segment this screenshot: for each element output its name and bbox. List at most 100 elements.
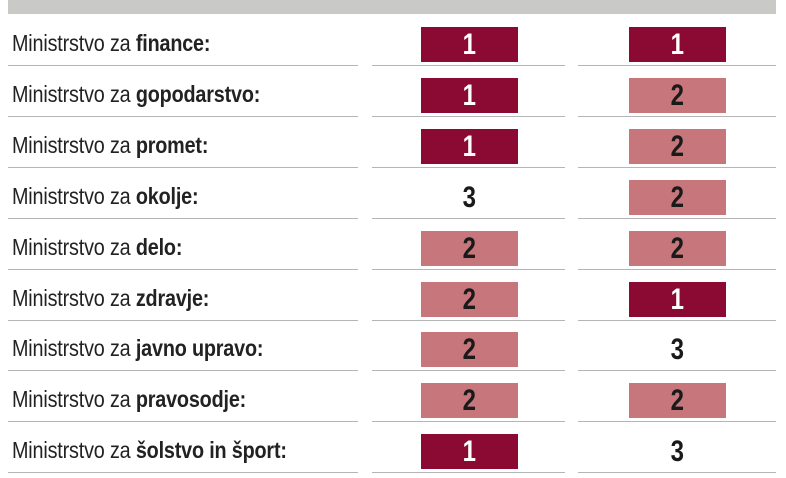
rating-value: 2 <box>462 282 477 316</box>
row-label: Ministrstvo za javno upravo: <box>12 335 263 362</box>
ministry-name: finance: <box>135 30 211 56</box>
table-row: Ministrstvo za javno upravo: 2 3 <box>0 325 786 376</box>
rating-value: 2 <box>670 180 685 214</box>
rating-cell: 2 <box>629 128 726 164</box>
row-separator <box>372 268 565 270</box>
table-row: Ministrstvo za finance: 1 1 <box>0 20 786 71</box>
row-separator <box>372 370 565 372</box>
rating-value: 3 <box>670 333 685 367</box>
row-separator <box>578 65 776 66</box>
row-separator <box>8 166 358 168</box>
row-label: Ministrstvo za šolstvo in šport: <box>12 437 287 464</box>
rating-cell: 1 <box>421 434 518 470</box>
rating-cell: 2 <box>629 383 726 419</box>
ministry-name: okolje: <box>135 182 199 209</box>
row-separator <box>578 319 776 321</box>
ministry-name: promet: <box>135 131 209 158</box>
label-prefix: Ministrstvo za <box>12 131 131 158</box>
rating-value: 1 <box>670 282 685 316</box>
label-prefix: Ministrstvo za <box>12 335 131 362</box>
rating-value: 2 <box>462 231 477 265</box>
ministry-name: delo: <box>135 233 183 260</box>
row-label: Ministrstvo za okolje: <box>12 182 199 210</box>
rating-cell: 1 <box>421 128 518 164</box>
table-row: Ministrstvo za promet: 1 2 <box>0 122 786 173</box>
rating-value: 3 <box>462 180 477 214</box>
row-separator <box>8 268 358 270</box>
row-separator <box>578 166 776 168</box>
row-label: Ministrstvo za gopodarstvo: <box>12 81 260 108</box>
row-separator <box>372 217 565 219</box>
row-separator <box>578 115 776 117</box>
row-separator <box>578 472 776 474</box>
rating-value: 1 <box>462 28 477 61</box>
rating-cell: 2 <box>421 230 518 266</box>
label-prefix: Ministrstvo za <box>12 437 131 464</box>
rating-value: 1 <box>462 129 477 163</box>
rating-cell: 1 <box>629 27 726 62</box>
row-label: Ministrstvo za zdravje: <box>12 285 209 312</box>
rating-value: 2 <box>462 333 477 367</box>
ministry-name: javno upravo: <box>135 335 264 362</box>
label-prefix: Ministrstvo za <box>12 30 131 56</box>
rating-value: 2 <box>670 231 685 265</box>
rating-cell: 2 <box>629 230 726 266</box>
rating-cell: 3 <box>421 179 518 215</box>
rating-cell: 3 <box>629 434 726 470</box>
row-label: Ministrstvo za finance: <box>12 30 210 57</box>
row-separator <box>372 472 565 474</box>
table-row: Ministrstvo za šolstvo in šport: 1 3 <box>0 427 786 478</box>
label-prefix: Ministrstvo za <box>12 182 131 209</box>
label-prefix: Ministrstvo za <box>12 233 131 260</box>
row-separator <box>578 268 776 270</box>
table-row: Ministrstvo za zdravje: 2 1 <box>0 275 786 326</box>
ministry-name: gopodarstvo: <box>135 80 261 107</box>
label-prefix: Ministrstvo za <box>12 284 131 311</box>
rating-value: 1 <box>670 28 685 61</box>
ministry-name: zdravje: <box>135 284 210 311</box>
row-label: Ministrstvo za delo: <box>12 234 182 261</box>
row-separator <box>578 370 776 372</box>
rating-cell: 2 <box>629 77 726 113</box>
row-label: Ministrstvo za promet: <box>12 132 208 159</box>
row-separator <box>372 65 565 66</box>
ministry-name: pravosodje: <box>135 386 247 413</box>
rating-value: 2 <box>462 384 477 418</box>
rating-cell: 1 <box>421 77 518 113</box>
table-row: Ministrstvo za delo: 2 2 <box>0 224 786 275</box>
rating-value: 2 <box>670 78 685 112</box>
label-prefix: Ministrstvo za <box>12 386 131 413</box>
row-separator <box>578 217 776 219</box>
rating-cell: 1 <box>421 27 518 62</box>
table-row: Ministrstvo za gopodarstvo: 1 2 <box>0 71 786 122</box>
rating-value: 1 <box>462 78 477 112</box>
row-separator <box>8 472 358 474</box>
rating-cell: 2 <box>421 281 518 317</box>
row-separator <box>372 115 565 117</box>
row-separator <box>8 319 358 321</box>
label-prefix: Ministrstvo za <box>12 80 131 107</box>
ministry-name: šolstvo in šport: <box>135 437 287 464</box>
row-separator <box>372 166 565 168</box>
rating-cell: 3 <box>629 332 726 368</box>
row-separator <box>8 217 358 219</box>
rating-value: 2 <box>670 129 685 163</box>
rating-cell: 1 <box>629 281 726 317</box>
rating-cell: 2 <box>421 332 518 368</box>
table-row: Ministrstvo za okolje: 3 2 <box>0 173 786 224</box>
row-separator <box>372 319 565 321</box>
row-separator <box>372 421 565 423</box>
row-separator <box>8 370 358 372</box>
row-separator <box>578 421 776 423</box>
row-separator <box>8 65 358 66</box>
table-row: Ministrstvo za pravosodje: 2 2 <box>0 376 786 427</box>
row-separator <box>8 421 358 423</box>
header-bar <box>8 0 776 16</box>
row-separator <box>8 115 358 117</box>
rating-value: 1 <box>462 435 477 469</box>
rating-value: 2 <box>670 384 685 418</box>
row-label: Ministrstvo za pravosodje: <box>12 386 246 413</box>
rating-cell: 2 <box>629 179 726 215</box>
rating-value: 3 <box>670 435 685 469</box>
